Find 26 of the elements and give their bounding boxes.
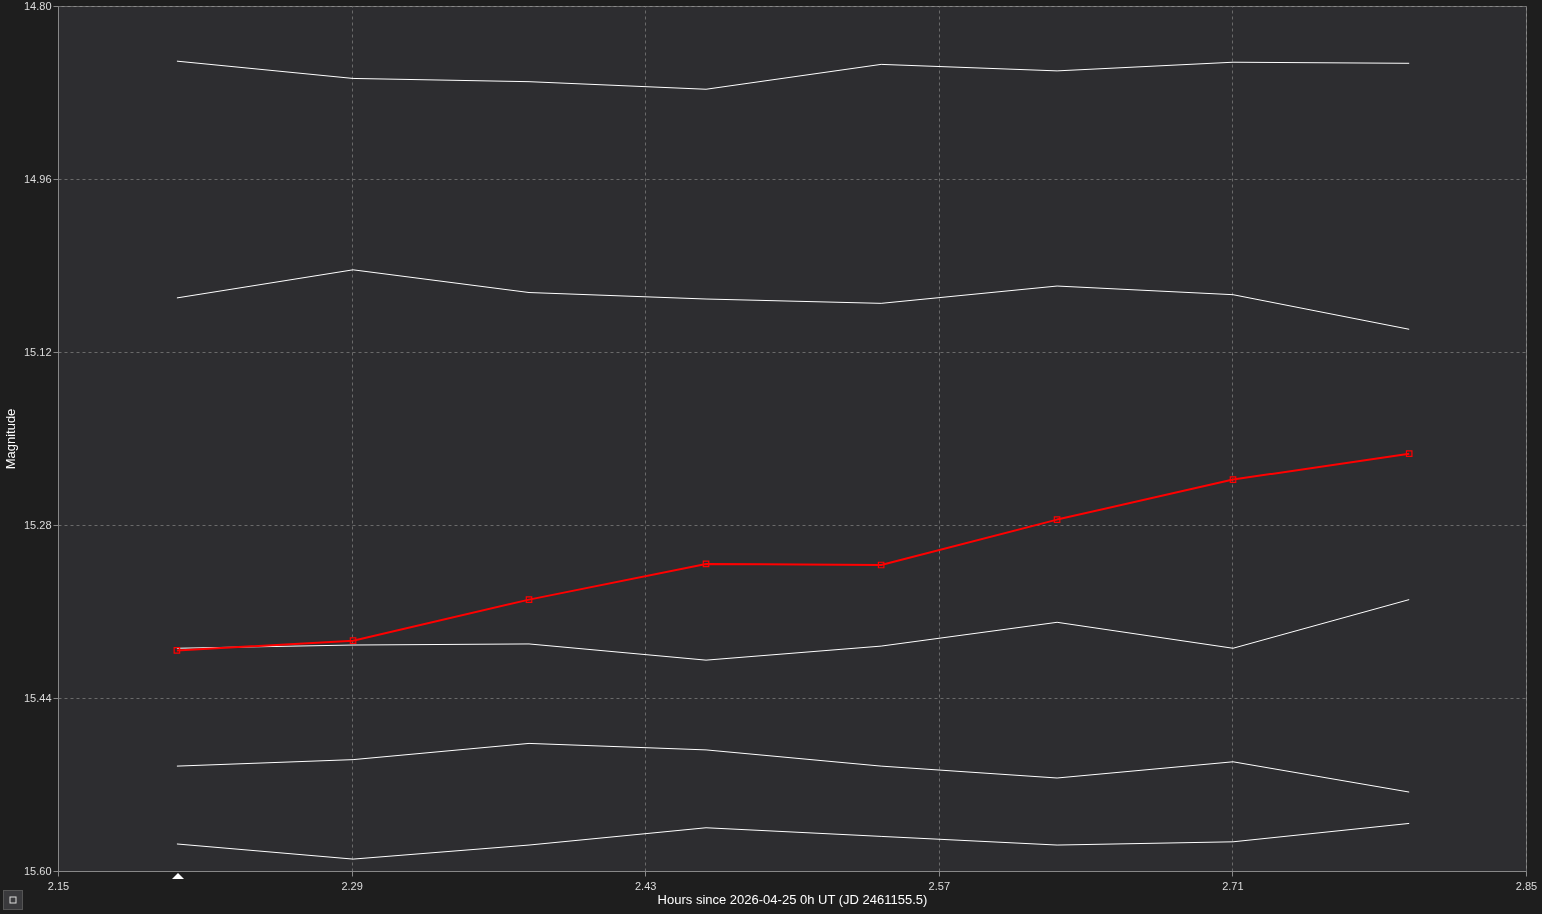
point [173,647,181,654]
point [877,561,885,569]
x-tick-label: 2.85 [1515,879,1538,892]
y-axis-title: Magnitude [2,408,18,470]
y-tick-label: 14.96 [23,172,52,185]
y-tick-label: 14.80 [23,0,52,12]
y-tick-label: 15.28 [23,518,52,531]
point [525,596,533,603]
point [702,560,710,568]
x-axis-title: Hours since 2026-04-25 0h UT (JD 2461155.5) [657,891,928,907]
x-tick-label: 2.43 [634,879,657,892]
line-series [176,822,1410,860]
point [1405,450,1413,457]
point [1053,516,1061,523]
x-tick-label: 2.57 [928,879,951,892]
x-tick-label: 2.29 [341,879,363,892]
y-tick-label: 15.60 [23,864,52,877]
y-tick-label: 15.44 [23,691,52,704]
point [1229,476,1237,483]
x-tick-label: 2.15 [47,879,70,892]
x-tick-label: 2.71 [1222,879,1244,892]
point [349,637,357,645]
line-series [176,60,1410,90]
y-tick-label: 15.12 [23,345,52,358]
line-series [176,742,1410,793]
line-series [176,269,1410,330]
